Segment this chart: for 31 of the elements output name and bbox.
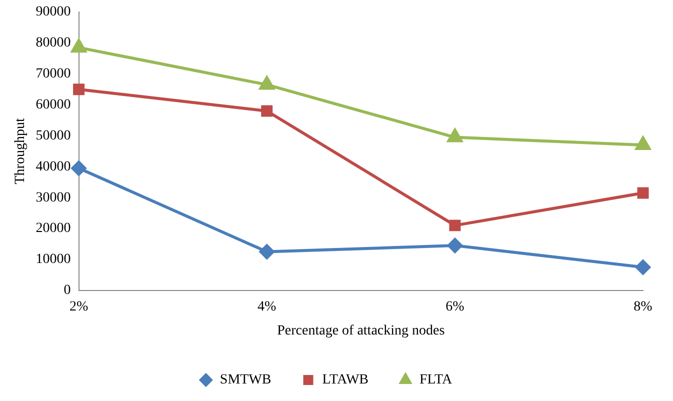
point — [261, 105, 273, 117]
legend-label: LTAWB — [322, 372, 369, 388]
point — [447, 128, 462, 142]
legend-label: FLTA — [419, 372, 453, 388]
point — [637, 187, 649, 199]
legend-label: SMTWB — [220, 372, 272, 388]
point — [447, 238, 462, 254]
x-tick-label: 2% — [69, 299, 88, 314]
y-tick-label: 40000 — [36, 159, 71, 174]
x-tick-label: 8% — [634, 299, 653, 314]
point — [259, 244, 274, 260]
point — [449, 220, 461, 232]
y-tick-label: 20000 — [36, 221, 71, 236]
point — [73, 84, 85, 96]
x-tick-label: 4% — [258, 299, 277, 314]
y-tick-label: 90000 — [36, 4, 71, 20]
point — [259, 76, 274, 90]
y-axis-title: Throughput — [13, 118, 28, 184]
y-tick-label: 70000 — [36, 66, 71, 82]
y-tick-label: 50000 — [36, 128, 71, 144]
point — [71, 39, 86, 53]
y-tick-label: 10000 — [36, 252, 71, 268]
point — [71, 160, 86, 176]
point — [635, 136, 651, 150]
y-tick-label: 80000 — [36, 36, 71, 51]
point — [636, 260, 650, 275]
y-tick-label: 0 — [64, 283, 71, 298]
x-axis-title: Percentage of attacking nodes — [277, 323, 445, 338]
y-tick-label: 30000 — [36, 190, 71, 206]
x-tick-label: 6% — [446, 299, 465, 314]
y-tick-label: 60000 — [36, 97, 71, 112]
